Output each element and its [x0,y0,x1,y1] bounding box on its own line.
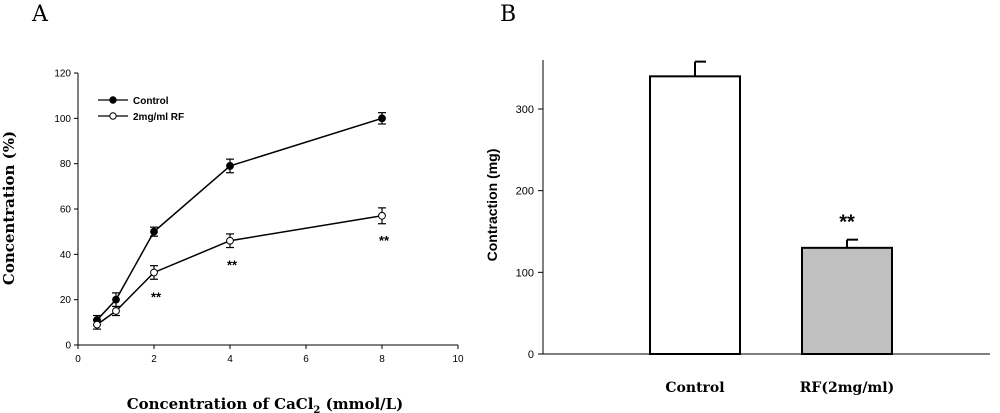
data-point [112,295,120,304]
y-tick-label: 120 [54,69,71,80]
panel-b-annotations: ** [839,212,855,234]
x-tick-label: 2 [151,354,157,365]
x-tick-label: 0 [75,354,81,365]
panel-a: A 0 20 40 60 80 100 120 0 2 4 6 8 10 ** ** ** Control… [0,2,464,413]
data-point [378,211,386,220]
legend-marker-control [109,96,117,104]
y-tick-label: 80 [60,159,72,170]
category-label: Control [665,380,724,396]
panel-b-y-ticks: 0 100 200 300 [516,104,543,361]
bar-group-rf: RF(2mg/ml) [800,238,894,396]
series-line [96,215,383,326]
panel-b-bars: Control RF(2mg/ml) [649,60,894,396]
y-tick-label: 200 [516,186,534,198]
data-point [150,227,158,236]
data-point [226,236,234,245]
y-tick-label: 0 [528,349,534,361]
panel-b: B 0 100 200 300 Control RF(2mg/ml) ** Contra… [484,2,990,396]
bar [801,246,893,355]
panel-a-y-ticks: 0 20 40 60 80 100 120 [54,69,78,352]
x-tick-label: 4 [227,354,233,365]
legend-marker-rf [109,112,117,120]
y-tick-label: 0 [65,341,71,352]
legend-label-rf: 2mg/ml RF [133,112,184,123]
y-tick-label: 20 [60,295,72,306]
series-rf [93,207,386,330]
panel-a-letter: A [31,2,49,27]
x-tick-label: 8 [379,354,385,365]
legend-label-control: Control [133,96,169,107]
panel-a-y-axis-title: Concentration (%) [0,131,18,285]
legend-item-control: Control [98,96,169,107]
series-control [93,112,386,326]
bar-group-control: Control [649,60,741,396]
panel-a-annotations: ** ** ** [151,233,390,305]
category-label: RF(2mg/ml) [800,380,894,396]
significance-marker: ** [379,233,390,248]
data-point [150,268,158,277]
data-point [226,162,234,170]
legend-item-rf: 2mg/ml RF [98,112,184,123]
data-point [112,307,120,315]
series-line [96,117,383,321]
panel-a-x-ticks: 0 2 4 6 8 10 [75,345,464,365]
x-tick-label: 10 [452,354,464,365]
panel-a-legend: Control 2mg/ml RF [98,96,184,123]
panel-b-y-axis-title: Contraction (mg) [484,149,500,262]
y-tick-label: 300 [516,104,534,116]
y-tick-label: 100 [54,114,71,125]
significance-marker: ** [151,289,162,304]
panel-a-series [93,112,386,330]
x-tick-label: 6 [303,354,309,365]
bar [649,75,741,355]
data-point [93,320,101,329]
y-tick-label: 40 [60,250,72,261]
significance-marker: ** [839,212,855,234]
panel-a-x-axis-title: Concentration of CaCl2 (mmol/L) [127,395,404,413]
significance-marker: ** [227,258,238,273]
data-point [378,114,386,123]
panel-b-letter: B [500,2,516,27]
y-tick-label: 100 [516,267,534,279]
x-axis-title-main: Concentration of CaCl [127,395,314,413]
y-tick-label: 60 [60,205,72,216]
x-axis-title-unit: (mmol/L) [320,395,403,413]
x-axis-title-subscript: 2 [313,405,320,413]
